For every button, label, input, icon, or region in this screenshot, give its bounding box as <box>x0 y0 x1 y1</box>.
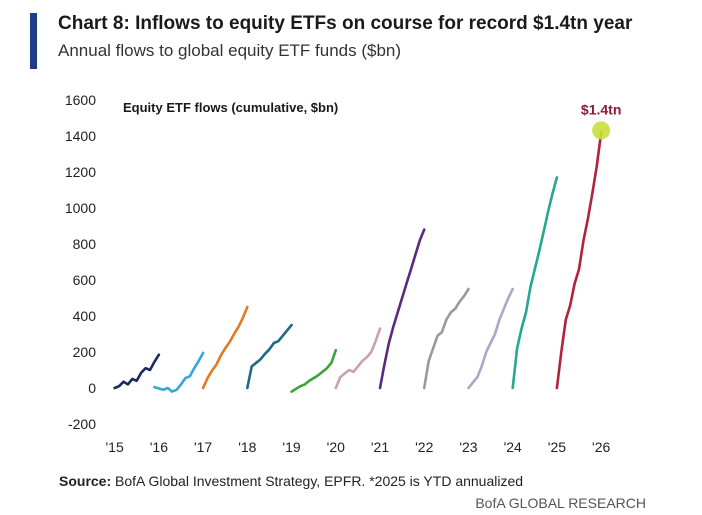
y-tick-label: 0 <box>88 380 96 396</box>
x-tick-label: '16 <box>150 439 168 455</box>
chart-inner-label: Equity ETF flows (cumulative, $bn) <box>123 100 338 115</box>
x-tick-label: '23 <box>459 439 477 455</box>
source-label: Source: <box>59 473 112 489</box>
series-line-2021 <box>378 228 426 390</box>
series-line-2020 <box>334 327 382 390</box>
series-line-2016 <box>153 351 205 393</box>
series-line-2017 <box>201 305 249 390</box>
x-tick-label: '15 <box>106 439 124 455</box>
chart-subtitle: Annual flows to global equity ETF funds … <box>58 41 402 60</box>
x-tick-label: '22 <box>415 439 433 455</box>
y-tick-label: 400 <box>73 308 97 324</box>
series-lines <box>113 131 603 393</box>
x-tick-label: '25 <box>548 439 566 455</box>
chart-title: Chart 8: Inflows to equity ETFs on cours… <box>58 13 633 34</box>
x-tick-label: '19 <box>282 439 300 455</box>
y-tick-label: 1600 <box>65 92 96 108</box>
y-tick-label: 1200 <box>65 164 96 180</box>
source-note: Source: BofA Global Investment Strategy,… <box>59 473 523 489</box>
y-tick-label: 200 <box>73 344 97 360</box>
series-line-2015 <box>113 353 161 390</box>
series-line-2025 <box>555 131 603 390</box>
x-tick-label: '26 <box>592 439 610 455</box>
callout-label: $1.4tn <box>581 101 621 117</box>
series-line-2024 <box>511 176 559 390</box>
chart-plot: -200 0 200 400 600 800 1000 1200 1400 1600 '15 '16… <box>65 92 622 455</box>
x-tick-label: '17 <box>194 439 212 455</box>
title-accent-bar <box>30 13 37 69</box>
x-tick-label: '24 <box>504 439 522 455</box>
series-line-2023 <box>467 287 515 390</box>
y-tick-label: 1000 <box>65 200 96 216</box>
series-line-2018 <box>246 323 293 390</box>
y-tick-label: 600 <box>73 272 97 288</box>
series-line-2019 <box>290 348 338 393</box>
x-tick-label: '21 <box>371 439 389 455</box>
series-line-2022 <box>422 287 470 390</box>
x-tick-label: '20 <box>327 439 345 455</box>
y-tick-label: 800 <box>73 236 97 252</box>
highlight-dot <box>592 121 611 140</box>
y-axis: -200 0 200 400 600 800 1000 1200 1400 1600 <box>65 92 96 432</box>
y-tick-label: 1400 <box>65 128 96 144</box>
y-tick-label: -200 <box>68 416 96 432</box>
source-text: BofA Global Investment Strategy, EPFR. *… <box>115 473 524 489</box>
x-tick-label: '18 <box>238 439 256 455</box>
brand-label: BofA GLOBAL RESEARCH <box>475 495 646 511</box>
x-axis: '15 '16 '17 '18 '19 '20 '21 '22 '23 '24 '25 '26 <box>106 439 611 455</box>
